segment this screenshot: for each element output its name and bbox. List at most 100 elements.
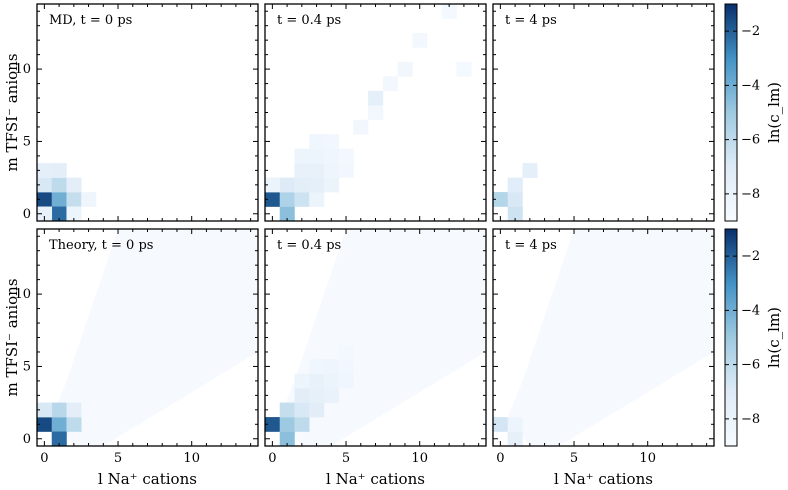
heatmap-cell [294, 192, 310, 207]
heatmap-cell [309, 388, 325, 403]
heatmap-cell [81, 192, 97, 207]
heatmap-cell [507, 192, 523, 207]
heatmap-cell [294, 148, 310, 164]
colorbar-tick-label: −6 [741, 358, 760, 373]
heatmap-cell [51, 177, 67, 193]
heatmap-cell [507, 177, 523, 193]
panel-label: MD, t = 0 ps [49, 13, 132, 28]
y-tick-label: 0 [23, 207, 31, 222]
heatmap-cell [522, 163, 538, 178]
axis-texts: 0 5 10 0 5 10 0 5 10 l Na⁺ cations 0 5 10 l Na⁺ catio… [3, 53, 656, 488]
colorbar-tick-label: −4 [741, 303, 760, 318]
heatmap-cell [493, 417, 509, 432]
heatmap-cell [37, 192, 53, 207]
colorbar-0: −2 −4 −6 −8 ln(c_lm) [724, 3, 783, 222]
heatmap-cell [51, 192, 67, 207]
heatmap-cell [338, 163, 354, 178]
heatmap-cell [279, 402, 295, 418]
colorbar-gradient [724, 228, 738, 447]
y-tick-label: 10 [14, 287, 31, 302]
colorbar-1: −2 −4 −6 −8 ln(c_lm) [724, 228, 783, 447]
y-tick-label: 0 [23, 432, 31, 447]
heatmap-cell [309, 177, 325, 193]
panel-0: MD, t = 0 ps [36, 3, 259, 222]
panel-label: Theory, t = 0 ps [49, 238, 153, 253]
heatmap-cell [37, 163, 53, 178]
heatmap-cell [51, 402, 67, 418]
heatmap-cell [456, 61, 472, 77]
panels-group: MD, t = 0 ps t = 0.4 ps t = 4 ps Theory, t … [36, 3, 715, 447]
heatmap-cell [294, 163, 310, 178]
y-axis-label: m TFSI⁻ anions [3, 278, 21, 396]
heatmap-cell [323, 373, 339, 389]
colorbars: −2 −4 −6 −8 ln(c_lm) −2 −4 −6 −8 ln(c_lm) [724, 3, 783, 447]
heatmap-cell [309, 134, 325, 149]
heatmap-cell [294, 402, 310, 418]
heatmap-cell [37, 402, 53, 418]
x-tick-label: 10 [411, 451, 428, 466]
panel-1: t = 0.4 ps [264, 3, 487, 222]
colorbar-tick-label: −6 [741, 133, 760, 148]
x-axis-label: l Na⁺ cations [98, 470, 197, 488]
heatmap-cell [338, 344, 354, 360]
colorbar-tick-label: −2 [741, 24, 760, 39]
x-tick-label: 10 [183, 451, 200, 466]
heatmap-cell [323, 388, 339, 403]
panel-label: t = 4 ps [505, 238, 557, 253]
heatmap-cell [66, 206, 82, 222]
panel-2: t = 4 ps [492, 3, 715, 222]
heatmap-cell [279, 417, 295, 432]
x-tick-label: 0 [40, 451, 48, 466]
x-tick-label: 10 [639, 451, 656, 466]
heatmap-cell [323, 148, 339, 164]
heatmap-cell [323, 177, 339, 193]
heatmap-cell [309, 359, 325, 374]
heatmap-cell [338, 148, 354, 164]
heatmap-cell [309, 148, 325, 164]
heatmap-cell [309, 192, 325, 207]
heatmap-cell [338, 359, 354, 374]
x-tick-label: 0 [496, 451, 504, 466]
heatmap-cell [368, 90, 384, 106]
heatmap-cell [37, 177, 53, 193]
heatmap-cell [294, 373, 310, 389]
heatmap-cell [66, 192, 82, 207]
x-axis-label: l Na⁺ cations [326, 470, 425, 488]
heatmap-cell [279, 177, 295, 193]
x-tick-label: 5 [114, 451, 122, 466]
colorbar-tick-label: −8 [741, 187, 760, 202]
heatmap-cell [368, 105, 384, 121]
y-tick-label: 5 [23, 359, 31, 374]
panel-5: t = 4 ps [492, 228, 715, 447]
panel-label: t = 4 ps [505, 13, 557, 28]
heatmap-cell [279, 206, 295, 222]
colorbar-tick-label: −8 [741, 412, 760, 427]
panel-3: Theory, t = 0 ps [36, 228, 259, 447]
x-tick-label: 5 [342, 451, 350, 466]
heatmap-cell [323, 134, 339, 149]
heatmap-cell [66, 177, 82, 193]
heatmap-cell [294, 388, 310, 403]
heatmap-cell [397, 61, 413, 77]
heatmap-cell [51, 417, 67, 432]
background-region [51, 229, 258, 446]
panel-4: t = 0.4 ps [264, 228, 487, 447]
colorbar-tick-label: −2 [741, 249, 760, 264]
heatmap-cell [353, 119, 369, 135]
heatmap-cell [309, 373, 325, 389]
heatmap-cell [51, 163, 67, 178]
colorbar-tick-label: −4 [741, 78, 760, 93]
x-tick-label: 0 [268, 451, 276, 466]
heatmap-cell [265, 417, 281, 432]
heatmap-cell [323, 359, 339, 374]
y-tick-label: 10 [14, 62, 31, 77]
heatmap-cell [66, 417, 82, 432]
heatmap-cell [265, 192, 281, 207]
heatmap-cell [507, 417, 523, 432]
heatmap-cell [412, 32, 428, 48]
heatmap-cell [279, 431, 295, 447]
y-tick-label: 5 [23, 134, 31, 149]
y-axis-label: m TFSI⁻ anions [3, 53, 21, 171]
heatmap-cell [51, 206, 67, 222]
